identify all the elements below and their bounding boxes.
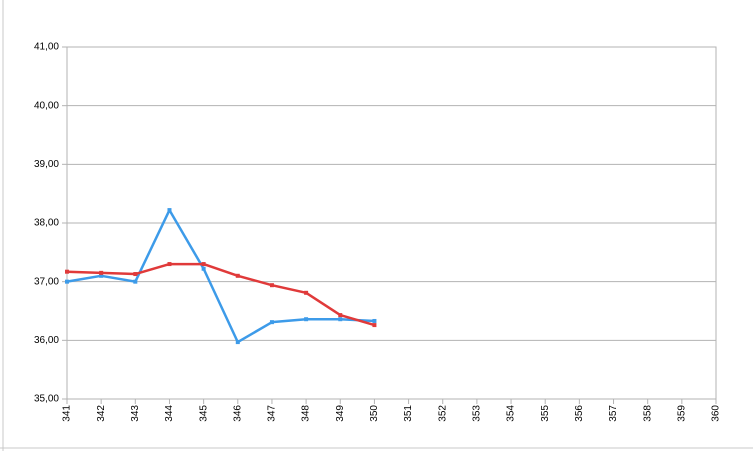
x-tick-label: 347	[267, 405, 278, 422]
data-point	[167, 262, 172, 267]
data-point	[201, 262, 206, 267]
data-point	[338, 317, 343, 322]
data-point	[133, 272, 138, 277]
y-tick-label: 41,00	[34, 42, 59, 53]
y-tick-label: 40,00	[34, 100, 59, 111]
y-tick-label: 39,00	[34, 159, 59, 170]
x-tick-label: 342	[96, 405, 107, 422]
series-line	[66, 208, 375, 344]
y-tick-label: 37,00	[34, 276, 59, 287]
x-tick-label: 356	[574, 405, 585, 422]
x-tick-label: 350	[369, 405, 380, 422]
x-tick-label: 358	[642, 405, 653, 422]
data-point	[304, 317, 309, 322]
x-tick-label: 349	[335, 405, 346, 422]
data-point	[372, 323, 377, 328]
x-tick-label: 360	[711, 405, 722, 422]
y-tick-label: 36,00	[34, 335, 59, 346]
x-tick-label: 354	[506, 405, 517, 422]
x-tick-label: 348	[301, 405, 312, 422]
data-point	[269, 320, 274, 325]
x-tick-label: 344	[164, 405, 175, 422]
y-tick-label: 38,00	[34, 218, 59, 229]
x-tick-label: 351	[403, 405, 414, 422]
data-point	[65, 279, 69, 284]
x-tick-label: 343	[130, 405, 141, 422]
data-point	[269, 283, 274, 288]
data-point	[133, 279, 138, 284]
series-line	[66, 262, 375, 327]
x-tick-label: 357	[608, 405, 619, 422]
x-tick-label: 346	[232, 405, 243, 422]
data-point	[372, 318, 377, 323]
x-tick-label: 341	[62, 405, 73, 422]
x-tick-label: 352	[437, 405, 448, 422]
y-tick-label: 35,00	[34, 394, 59, 405]
data-point	[99, 273, 104, 278]
data-point	[65, 269, 69, 274]
data-point	[235, 273, 240, 278]
x-tick-label: 355	[540, 405, 551, 422]
data-point	[235, 340, 240, 345]
data-point	[99, 270, 104, 275]
data-point	[304, 290, 309, 295]
x-tick-label: 345	[198, 405, 209, 422]
data-point	[338, 313, 343, 318]
data-point	[201, 266, 206, 271]
x-tick-label: 353	[472, 405, 483, 422]
data-point	[167, 208, 172, 213]
x-tick-label: 359	[676, 405, 687, 422]
